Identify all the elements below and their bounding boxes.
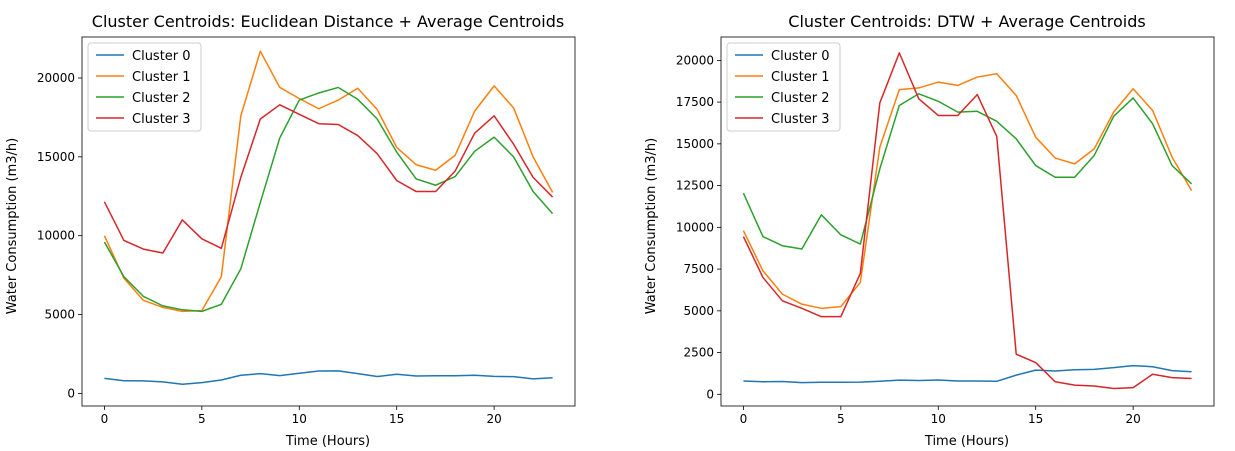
legend-label-2: Cluster 2 [771, 91, 830, 106]
y-axis-label: Water Consumption (m3/h) [5, 138, 20, 315]
series-line-3 [742, 52, 1192, 390]
legend-label-1: Cluster 1 [771, 70, 830, 85]
series-lines [742, 52, 1193, 390]
legend-label-0: Cluster 0 [132, 49, 191, 64]
y-tick-label: 12500 [676, 179, 714, 193]
y-tick-label: 0 [706, 387, 714, 401]
y-tick-label: 7500 [683, 262, 714, 276]
y-tick-label: 20000 [37, 71, 75, 85]
series-line-2 [103, 86, 554, 313]
legend-box [726, 42, 841, 132]
legend-label-0: Cluster 0 [771, 49, 830, 64]
y-tick-label: 5000 [683, 304, 714, 318]
legend: Cluster 0 Cluster 1 Cluster 2 Cluster 3 [726, 42, 841, 132]
chart-dtw: Cluster Centroids: DTW + Average Centroi… [644, 12, 1215, 449]
plot-frame [720, 36, 1215, 407]
legend-label-2: Cluster 2 [132, 91, 191, 106]
plot-frame [81, 36, 576, 407]
legend: Cluster 0 Cluster 1 Cluster 2 Cluster 3 [87, 42, 202, 132]
x-axis-label: Time (Hours) [285, 434, 370, 449]
y-tick-label: 17500 [676, 95, 714, 109]
x-tick-label: 0 [740, 412, 748, 426]
y-tick-label: 2500 [683, 346, 714, 360]
series-line-0 [104, 370, 553, 385]
series-line-1 [103, 50, 554, 313]
chart-title: Cluster Centroids: DTW + Average Centroi… [788, 12, 1145, 31]
x-tick-label: 10 [292, 412, 307, 426]
x-tick-label: 5 [837, 412, 845, 426]
series-line-0 [743, 364, 1192, 384]
y-tick-label: 5000 [44, 308, 75, 322]
y-tick-label: 10000 [37, 229, 75, 243]
legend-label-3: Cluster 3 [132, 112, 191, 127]
series-line-1 [742, 72, 1193, 310]
series-lines [103, 50, 554, 385]
x-tick-label: 10 [931, 412, 946, 426]
y-tick-label: 15000 [676, 137, 714, 151]
legend-label-1: Cluster 1 [132, 70, 191, 85]
legend-box [87, 42, 202, 132]
y-tick-label: 10000 [676, 220, 714, 234]
x-axis-label: Time (Hours) [924, 434, 1009, 449]
y-tick-label: 15000 [37, 150, 75, 164]
x-tick-label: 0 [101, 412, 109, 426]
series-line-2 [742, 93, 1193, 250]
x-tick-label: 15 [389, 412, 404, 426]
legend-label-3: Cluster 3 [771, 112, 830, 127]
x-tick-label: 20 [1125, 412, 1140, 426]
y-tick-label: 0 [67, 386, 75, 400]
chart-euclidean: Cluster Centroids: Euclidean Distance + … [5, 12, 576, 449]
y-tick-label: 20000 [676, 53, 714, 67]
series-line-3 [103, 104, 554, 254]
chart-title: Cluster Centroids: Euclidean Distance + … [92, 12, 564, 31]
x-tick-label: 5 [198, 412, 206, 426]
y-axis-label: Water Consumption (m3/h) [644, 138, 659, 315]
x-tick-label: 15 [1028, 412, 1043, 426]
x-tick-label: 20 [486, 412, 501, 426]
